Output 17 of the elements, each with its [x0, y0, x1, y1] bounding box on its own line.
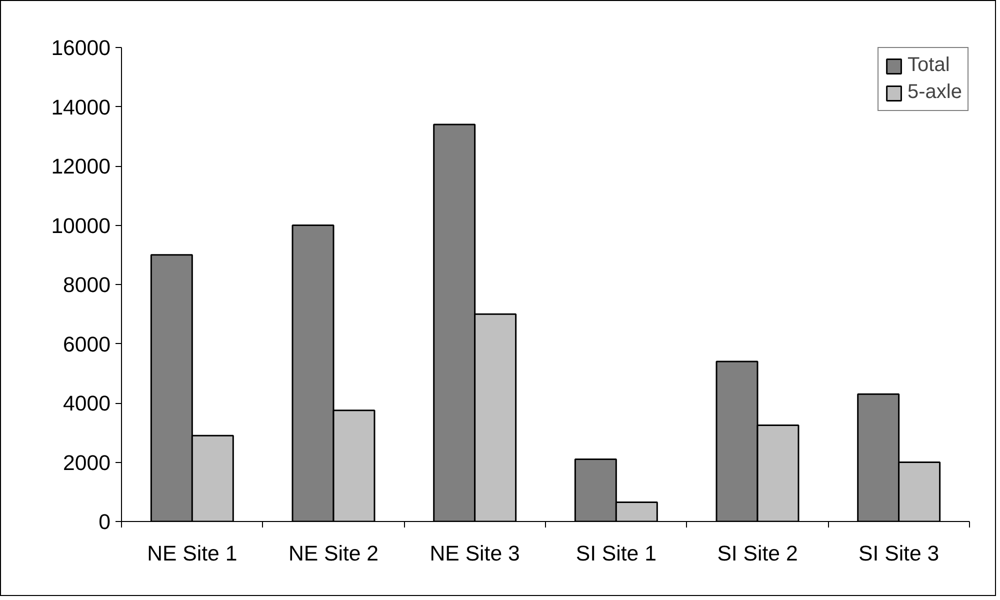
- legend-label: 5-axle: [908, 81, 962, 104]
- x-tick-label: SI Site 3: [858, 542, 940, 566]
- y-tick-label: 6000: [63, 332, 111, 356]
- y-tick-label: 10000: [51, 214, 111, 238]
- x-tick-label: NE Site 2: [288, 542, 379, 566]
- legend-label: Total: [908, 54, 950, 77]
- y-tick-label: 2000: [63, 450, 111, 475]
- y-tick-label: 8000: [63, 273, 111, 297]
- y-tick-label: 14000: [51, 95, 111, 120]
- x-tick-label: NE Site 1: [147, 542, 238, 566]
- x-tick-label: NE Site 3: [430, 542, 520, 566]
- x-tick-label: SI Site 2: [717, 542, 798, 566]
- y-tick-label: 4000: [63, 392, 111, 416]
- y-tick-label: 0: [98, 510, 111, 534]
- x-tick-label: SI Site 1: [576, 542, 656, 566]
- y-tick-label: 12000: [51, 154, 111, 178]
- y-tick-label: 16000: [51, 36, 111, 60]
